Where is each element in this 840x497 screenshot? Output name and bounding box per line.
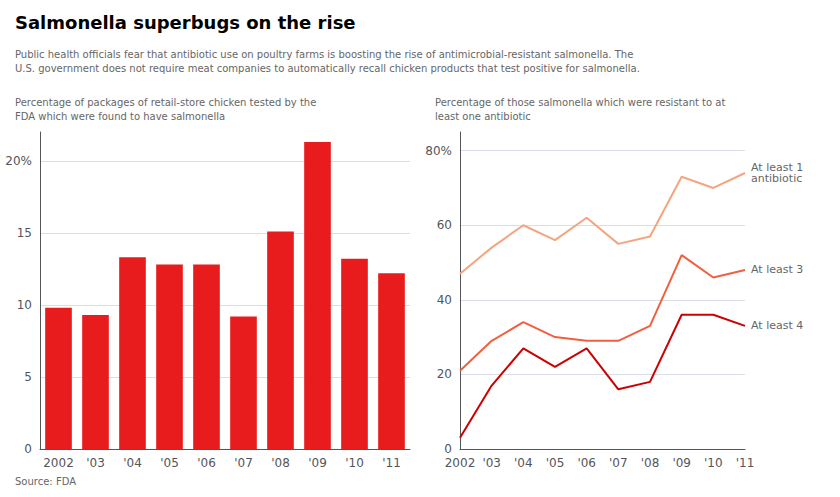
svg-text:80%: 80% — [425, 144, 452, 158]
svg-text:40: 40 — [437, 293, 452, 307]
svg-text:'05: '05 — [546, 456, 565, 470]
svg-text:'08: '08 — [641, 456, 660, 470]
svg-text:'06: '06 — [197, 456, 216, 470]
svg-text:'04: '04 — [123, 456, 142, 470]
svg-text:60: 60 — [437, 218, 452, 232]
svg-text:'07: '07 — [234, 456, 253, 470]
svg-text:20%: 20% — [5, 154, 32, 168]
svg-text:2002: 2002 — [445, 456, 476, 470]
svg-text:'04: '04 — [514, 456, 533, 470]
svg-text:At least 3: At least 3 — [751, 263, 803, 276]
svg-text:FDA which were found to have s: FDA which were found to have salmonella — [15, 111, 225, 122]
svg-text:'03: '03 — [86, 456, 105, 470]
svg-text:Source: FDA: Source: FDA — [15, 476, 76, 487]
svg-text:Public health officials fear t: Public health officials fear that antibi… — [15, 49, 633, 60]
svg-text:U.S. government does not requi: U.S. government does not require meat co… — [15, 63, 640, 74]
svg-text:Percentage of those salmonella: Percentage of those salmonella which wer… — [435, 97, 725, 108]
svg-text:'09: '09 — [672, 456, 691, 470]
svg-text:0: 0 — [444, 442, 452, 456]
svg-text:'05: '05 — [160, 456, 179, 470]
svg-text:0: 0 — [24, 442, 32, 456]
svg-text:antibiotic: antibiotic — [751, 172, 802, 185]
svg-text:10: 10 — [17, 298, 32, 312]
svg-text:least one antibiotic: least one antibiotic — [435, 111, 531, 122]
svg-text:Salmonella superbugs on the ri: Salmonella superbugs on the rise — [15, 12, 356, 33]
svg-text:'09: '09 — [308, 456, 327, 470]
svg-text:2002: 2002 — [43, 456, 74, 470]
svg-text:'08: '08 — [271, 456, 290, 470]
svg-text:'07: '07 — [609, 456, 628, 470]
svg-text:5: 5 — [24, 370, 32, 384]
svg-text:'03: '03 — [482, 456, 501, 470]
svg-text:Percentage of packages of reta: Percentage of packages of retail-store c… — [15, 97, 316, 108]
svg-text:20: 20 — [437, 367, 452, 381]
svg-text:'10: '10 — [345, 456, 364, 470]
svg-text:At least 1: At least 1 — [751, 161, 804, 174]
svg-text:'10: '10 — [704, 456, 723, 470]
svg-text:At least 4: At least 4 — [751, 319, 803, 332]
svg-text:'06: '06 — [577, 456, 596, 470]
svg-text:'11: '11 — [736, 456, 755, 470]
svg-text:'11: '11 — [382, 456, 401, 470]
svg-text:15: 15 — [17, 226, 32, 240]
